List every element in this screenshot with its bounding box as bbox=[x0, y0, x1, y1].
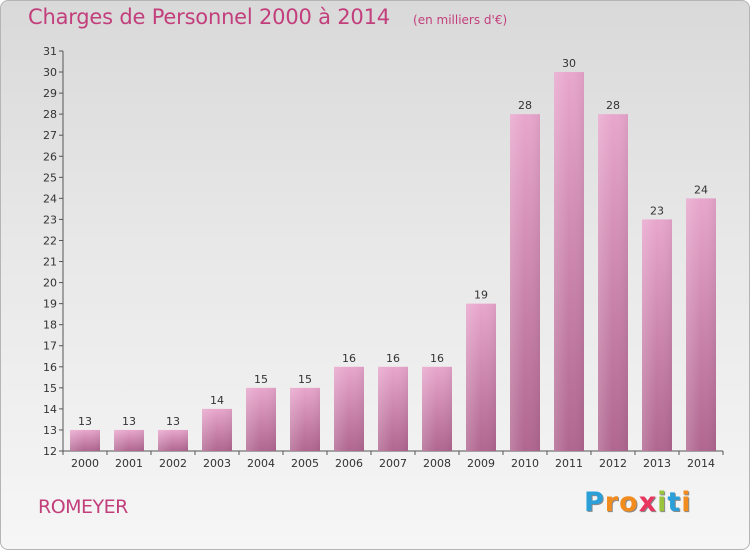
x-tick-label: 2013 bbox=[643, 457, 671, 470]
data-label: 23 bbox=[650, 204, 664, 217]
x-tick-label: 2000 bbox=[71, 457, 99, 470]
bar-shade bbox=[422, 366, 452, 451]
data-label: 16 bbox=[430, 352, 444, 365]
y-tick-label: 17 bbox=[43, 340, 57, 353]
x-tick-label: 2002 bbox=[159, 457, 187, 470]
y-tick-label: 22 bbox=[43, 234, 57, 247]
y-tick-label: 26 bbox=[43, 150, 57, 163]
y-tick-label: 13 bbox=[43, 424, 57, 437]
chart-subtitle: (en milliers d'€) bbox=[413, 13, 508, 27]
bar-shade bbox=[246, 387, 276, 451]
data-label: 16 bbox=[386, 352, 400, 365]
y-tick-label: 14 bbox=[43, 403, 57, 416]
bar-shade bbox=[686, 198, 716, 451]
title-block: Charges de Personnel 2000 à 2014 (en mil… bbox=[28, 5, 507, 29]
value-labels: 13 13 13 14 15 15 16 16 16 19 28 30 28 23 24 bbox=[78, 57, 708, 428]
x-tick-label: 2011 bbox=[555, 457, 583, 470]
y-tick-label: 19 bbox=[43, 298, 57, 311]
y-tick-label: 12 bbox=[43, 445, 57, 458]
x-tick-label: 2004 bbox=[247, 457, 275, 470]
logo-letter: i bbox=[681, 487, 692, 518]
y-tick-label: 23 bbox=[43, 213, 57, 226]
data-label: 19 bbox=[474, 289, 488, 302]
bar-shade bbox=[642, 219, 672, 451]
x-tick-label: 2010 bbox=[511, 457, 539, 470]
y-tick-label: 28 bbox=[43, 108, 57, 121]
y-tick-label: 15 bbox=[43, 382, 57, 395]
logo-letter: i bbox=[657, 487, 668, 518]
x-tick-label: 2006 bbox=[335, 457, 363, 470]
x-tick-label: 2008 bbox=[423, 457, 451, 470]
y-tick-label: 27 bbox=[43, 129, 57, 142]
data-label: 13 bbox=[166, 415, 180, 428]
logo-letter: t bbox=[667, 487, 682, 518]
data-label: 30 bbox=[562, 57, 576, 70]
chart-title: Charges de Personnel 2000 à 2014 bbox=[28, 5, 390, 29]
logo-letter: x bbox=[638, 487, 658, 518]
y-tick-label: 30 bbox=[43, 66, 57, 79]
bar-shade bbox=[334, 366, 364, 451]
bar-shade bbox=[466, 303, 496, 451]
bars bbox=[70, 72, 716, 451]
y-tick-label: 21 bbox=[43, 256, 57, 269]
logo-letter: P bbox=[584, 487, 605, 518]
bar-shade bbox=[202, 408, 232, 451]
data-label: 15 bbox=[298, 373, 312, 386]
data-label: 24 bbox=[694, 183, 708, 196]
axes: 12 13 14 15 16 17 18 19 20 21 22 23 24 25 26 27 28 29 30 31… bbox=[43, 45, 724, 470]
y-tick-label: 25 bbox=[43, 171, 57, 184]
bar-shade bbox=[510, 114, 540, 451]
y-tick-label: 29 bbox=[43, 87, 57, 100]
bar-shade bbox=[290, 387, 320, 451]
proxiti-logo: Proxiti bbox=[584, 487, 692, 518]
y-tick-label: 20 bbox=[43, 277, 57, 290]
bar-shade bbox=[158, 429, 188, 451]
bar-shade bbox=[70, 429, 100, 451]
bar-shade bbox=[598, 114, 628, 451]
data-label: 14 bbox=[210, 394, 224, 407]
x-tick-label: 2014 bbox=[687, 457, 715, 470]
x-tick-label: 2007 bbox=[379, 457, 407, 470]
data-label: 28 bbox=[606, 99, 620, 112]
y-tick-label: 24 bbox=[43, 192, 57, 205]
logo-letter: o bbox=[619, 487, 639, 518]
x-tick-label: 2001 bbox=[115, 457, 143, 470]
bar-shade bbox=[114, 429, 144, 451]
x-tick-label: 2009 bbox=[467, 457, 495, 470]
y-tick-label: 16 bbox=[43, 361, 57, 374]
commune-name: ROMEYER bbox=[38, 496, 128, 518]
bar-shade bbox=[554, 72, 584, 451]
x-tick-label: 2005 bbox=[291, 457, 319, 470]
data-label: 13 bbox=[78, 415, 92, 428]
data-label: 15 bbox=[254, 373, 268, 386]
y-tick-label: 31 bbox=[43, 45, 57, 58]
x-tick-label: 2003 bbox=[203, 457, 231, 470]
data-label: 28 bbox=[518, 99, 532, 112]
logo-letter: r bbox=[604, 487, 620, 518]
data-label: 16 bbox=[342, 352, 356, 365]
y-tick-label: 18 bbox=[43, 319, 57, 332]
x-tick-label: 2012 bbox=[599, 457, 627, 470]
bar-shade bbox=[378, 366, 408, 451]
data-label: 13 bbox=[122, 415, 136, 428]
